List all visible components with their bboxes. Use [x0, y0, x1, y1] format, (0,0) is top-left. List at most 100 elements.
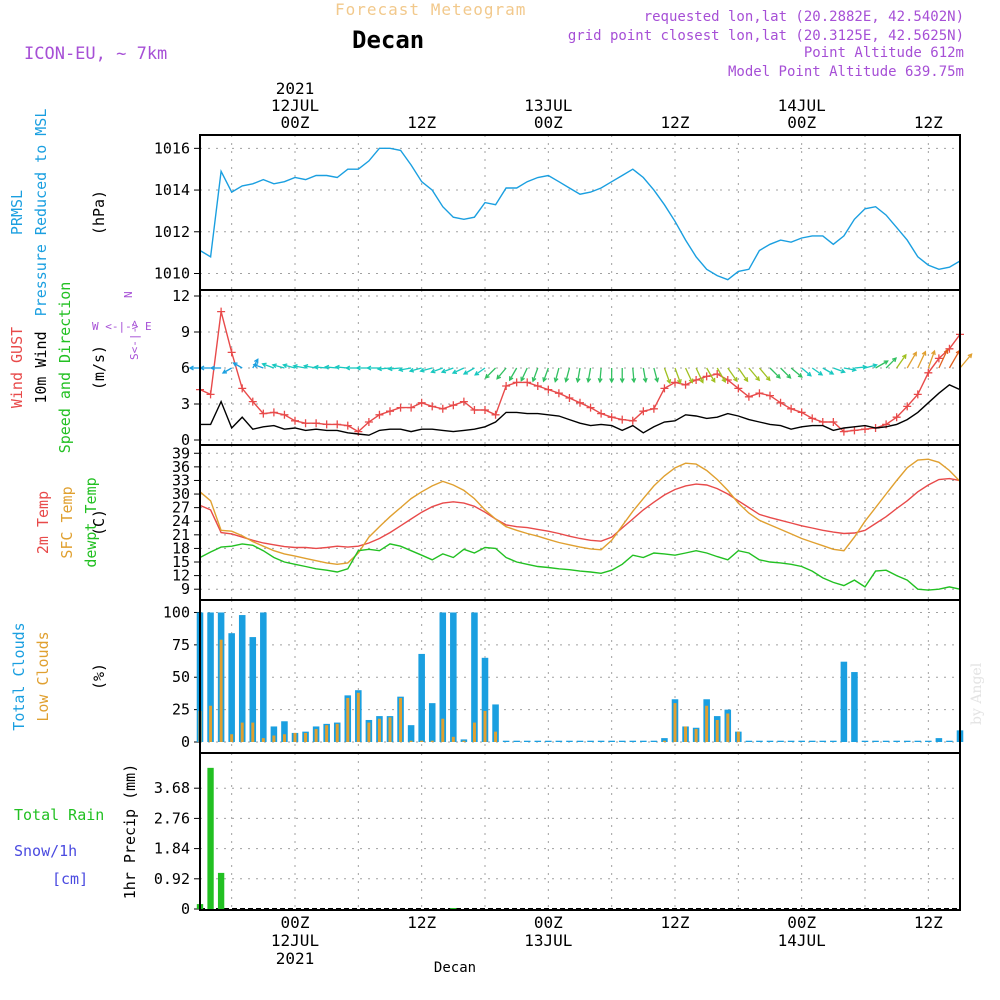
low-cloud-bar — [377, 718, 381, 742]
wind-direction-arrow — [663, 367, 672, 385]
clouds-panel: 0 25 50 75 100 Total Clouds Low Clouds (%) — [10, 599, 964, 754]
wind-arrow-shaft — [233, 362, 243, 369]
low-cloud-bar — [673, 703, 677, 742]
wind-arrow-shaft — [780, 367, 791, 379]
wind-direction-arrow — [302, 364, 317, 369]
wind-arrow-head — [642, 377, 648, 384]
wind-arrow-head — [221, 369, 228, 374]
wind-arrow-head — [891, 357, 897, 363]
wind-direction-arrow — [854, 364, 868, 370]
wind-arrow-head — [797, 373, 803, 378]
wind-direction-arrow — [653, 367, 660, 383]
gust-marker — [343, 421, 352, 430]
wind-arrow-shaft — [565, 367, 571, 382]
low-cloud-bar — [314, 729, 318, 742]
total-cloud-bar — [502, 740, 510, 742]
wind-direction-arrow — [758, 367, 771, 382]
wind-arrow-shaft — [314, 366, 327, 369]
total-cloud-bar — [914, 740, 922, 742]
wind-arrow-head — [699, 378, 704, 384]
gust-marker — [755, 389, 764, 398]
temperature-frame — [199, 444, 961, 601]
top-time-tick-label: 00Z — [281, 113, 310, 132]
wind-arrow-head — [677, 378, 682, 385]
wind-direction-arrow — [440, 367, 454, 374]
wind-arrow-shaft — [253, 363, 264, 369]
total-cloud-bar — [555, 740, 563, 742]
wind-direction-arrow — [597, 367, 603, 384]
temperature-ytick-label: 21 — [172, 526, 190, 544]
clouds-unit-label: (%) — [90, 663, 108, 690]
wind-direction-arrow — [419, 367, 433, 373]
low-cloud-bar — [662, 740, 666, 742]
gust-marker — [301, 419, 310, 428]
total-cloud-bar — [629, 740, 637, 742]
wind-axis-label: Speed and Direction — [56, 282, 74, 454]
grid-point-coordinates: grid point closest lon,lat (20.3125E, 42… — [567, 28, 964, 44]
wind-arrow-shaft — [748, 367, 760, 381]
wind-arrow-head — [252, 363, 258, 369]
gust-marker — [481, 406, 489, 414]
clouds-axis-label: Low Clouds — [34, 631, 52, 721]
wind-axis-label: Wind GUST — [8, 327, 26, 408]
total-cloud-bar — [281, 721, 288, 742]
wind-arrow-head — [520, 376, 525, 382]
wind-direction-arrow — [609, 368, 615, 384]
requested-coordinates: requested lon,lat (20.2882E, 42.5402N) — [643, 9, 964, 25]
wind-arrow-head — [462, 370, 469, 375]
low-cloud-bar — [304, 732, 308, 742]
wind-direction-arrow — [927, 349, 936, 369]
low-cloud-bar — [430, 740, 434, 742]
total-cloud-bar — [766, 740, 774, 742]
wind-direction-arrow — [408, 367, 422, 373]
gust-marker — [808, 414, 817, 423]
bottom-time-tick-label: 12Z — [661, 913, 690, 932]
wind-arrow-shaft — [716, 367, 726, 383]
wind-arrow-head — [883, 360, 889, 365]
low-cloud-bar — [261, 738, 265, 742]
total-cloud-bar — [492, 704, 499, 742]
wind-series-line — [200, 383, 961, 436]
total-cloud-bar — [238, 615, 246, 742]
gust-marker — [671, 378, 679, 387]
gust-marker — [766, 391, 774, 400]
low-cloud-bar — [230, 734, 234, 742]
wind-direction-arrow — [451, 367, 465, 374]
pressure-axis-label: Pressure Reduced to MSL — [32, 109, 50, 317]
low-cloud-bar — [240, 722, 244, 742]
wind-direction-arrow — [716, 367, 726, 384]
wind-ytick-label: 0 — [181, 431, 190, 449]
bottom-time-tick-label: 13JUL — [524, 931, 572, 950]
wind-direction-arrow — [575, 367, 581, 384]
bottom-time-tick-label: 14JUL — [778, 931, 826, 950]
wind-axis-label: 10m Wind — [32, 331, 50, 403]
temperature-ytick-label: 30 — [172, 485, 190, 503]
wind-arrow-head — [387, 366, 393, 372]
wind-direction-arrow — [313, 364, 327, 370]
wind-direction-arrow — [282, 363, 296, 369]
total-cloud-bar — [650, 740, 658, 742]
total-cloud-bar — [471, 612, 478, 742]
wind-arrow-head — [408, 367, 415, 373]
wind-arrow-head — [397, 367, 404, 372]
total-cloud-bar — [745, 740, 753, 742]
top-time-tick-label: 2021 — [276, 79, 315, 98]
wind-direction-arrow — [801, 367, 812, 377]
gust-marker — [280, 410, 289, 419]
total-cloud-bar — [597, 740, 605, 742]
wind-direction-arrow — [199, 365, 211, 371]
low-cloud-bar — [472, 722, 476, 742]
rain-bar — [207, 767, 214, 909]
temperature-axis-label: SFC Temp — [58, 486, 76, 558]
total-cloud-bar — [925, 740, 932, 742]
precip-legend-label: Total Rain — [14, 806, 104, 824]
wind-arrow-shaft — [653, 367, 659, 382]
wind-arrow-head — [496, 374, 502, 380]
total-cloud-bar — [840, 661, 848, 742]
wind-ytick-label: 6 — [181, 359, 190, 377]
top-time-tick-label: 12Z — [407, 113, 436, 132]
total-cloud-bar — [523, 740, 531, 742]
wind-direction-arrow — [959, 353, 973, 369]
wind-arrow-shaft — [959, 353, 973, 369]
